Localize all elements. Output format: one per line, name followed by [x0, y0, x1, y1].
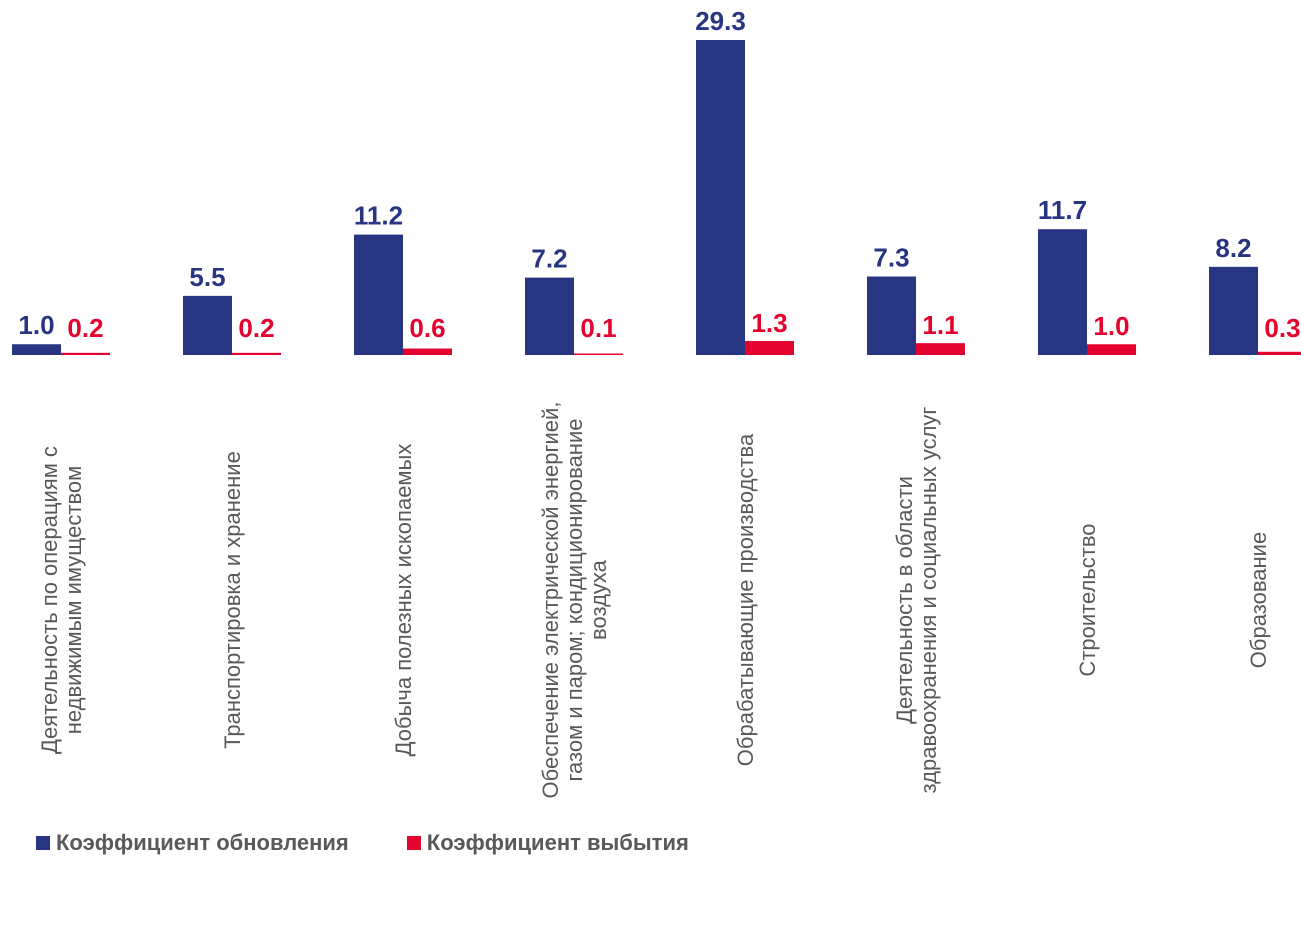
renewal-value-label-5: 7.3	[873, 243, 909, 273]
renewal-bar-4	[696, 40, 745, 355]
category-label-4-line-0: Обрабатывающие производства	[733, 433, 758, 766]
renewal-bar-6	[1038, 229, 1087, 355]
category-label-7-line-0: Образование	[1246, 532, 1271, 668]
retirement-value-label-1: 0.2	[238, 313, 274, 343]
retirement-bar-3	[574, 353, 623, 355]
legend-label-retirement: Коэффициент выбытия	[426, 830, 689, 855]
retirement-bar-2	[403, 348, 452, 355]
retirement-value-label-2: 0.6	[409, 313, 445, 343]
renewal-bar-2	[354, 234, 403, 355]
category-label-6-line-0: Строительство	[1075, 523, 1100, 676]
retirement-bar-0	[61, 352, 110, 355]
legend-label-renewal: Коэффициент обновления	[56, 830, 349, 855]
retirement-bar-4	[745, 341, 794, 355]
retirement-value-label-5: 1.1	[922, 310, 958, 340]
category-label-5-line-0: Деятельность в области	[892, 476, 917, 724]
retirement-bar-1	[232, 352, 281, 355]
retirement-value-label-4: 1.3	[751, 308, 787, 338]
renewal-bar-1	[183, 295, 232, 355]
legend-swatch-renewal	[36, 836, 50, 850]
renewal-bar-5	[867, 276, 916, 355]
legend: Коэффициент обновления Коэффициент выбыт…	[36, 830, 689, 856]
renewal-bar-0	[12, 344, 61, 355]
bar-chart: 1.0 0.2 Деятельность по операциям с недвижи…	[12, 6, 1301, 799]
retirement-value-label-7: 0.3	[1264, 313, 1300, 343]
category-label-3-line-2: воздуха	[586, 559, 611, 640]
legend-swatch-retirement	[406, 836, 421, 850]
renewal-value-label-1: 5.5	[189, 262, 225, 292]
retirement-value-label-6: 1.0	[1093, 311, 1129, 341]
renewal-value-label-3: 7.2	[531, 244, 567, 274]
retirement-value-label-3: 0.1	[580, 313, 616, 343]
category-label-2-line-0: Добыча полезных ископаемых	[391, 444, 416, 757]
category-label-3-line-1: газом и паром; кондиционирование	[562, 419, 587, 782]
retirement-value-label-0: 0.2	[67, 313, 103, 343]
category-label-0-line-0: Деятельность по операциям с	[37, 446, 62, 754]
category-label-0-line-1: недвижимым имуществом	[61, 466, 86, 735]
renewal-value-label-2: 11.2	[354, 201, 403, 231]
renewal-value-label-4: 29.3	[695, 6, 746, 36]
retirement-bar-6	[1087, 344, 1136, 355]
renewal-value-label-0: 1.0	[18, 310, 54, 340]
category-label-1-line-0: Транспортировка и хранение	[220, 451, 245, 749]
retirement-bar-5	[916, 343, 965, 355]
legend-item-renewal: Коэффициент обновления	[36, 830, 349, 856]
retirement-bar-7	[1258, 351, 1301, 355]
renewal-bar-7	[1209, 266, 1258, 355]
renewal-value-label-7: 8.2	[1215, 233, 1251, 263]
legend-item-retirement: Коэффициент выбытия	[406, 830, 689, 856]
category-label-3-line-0: Обеспечение электрической энергией,	[538, 402, 563, 799]
category-label-5-line-1: здравоохранения и социальных услуг	[916, 407, 941, 794]
renewal-value-label-6: 11.7	[1038, 195, 1087, 225]
renewal-bar-3	[525, 277, 574, 355]
